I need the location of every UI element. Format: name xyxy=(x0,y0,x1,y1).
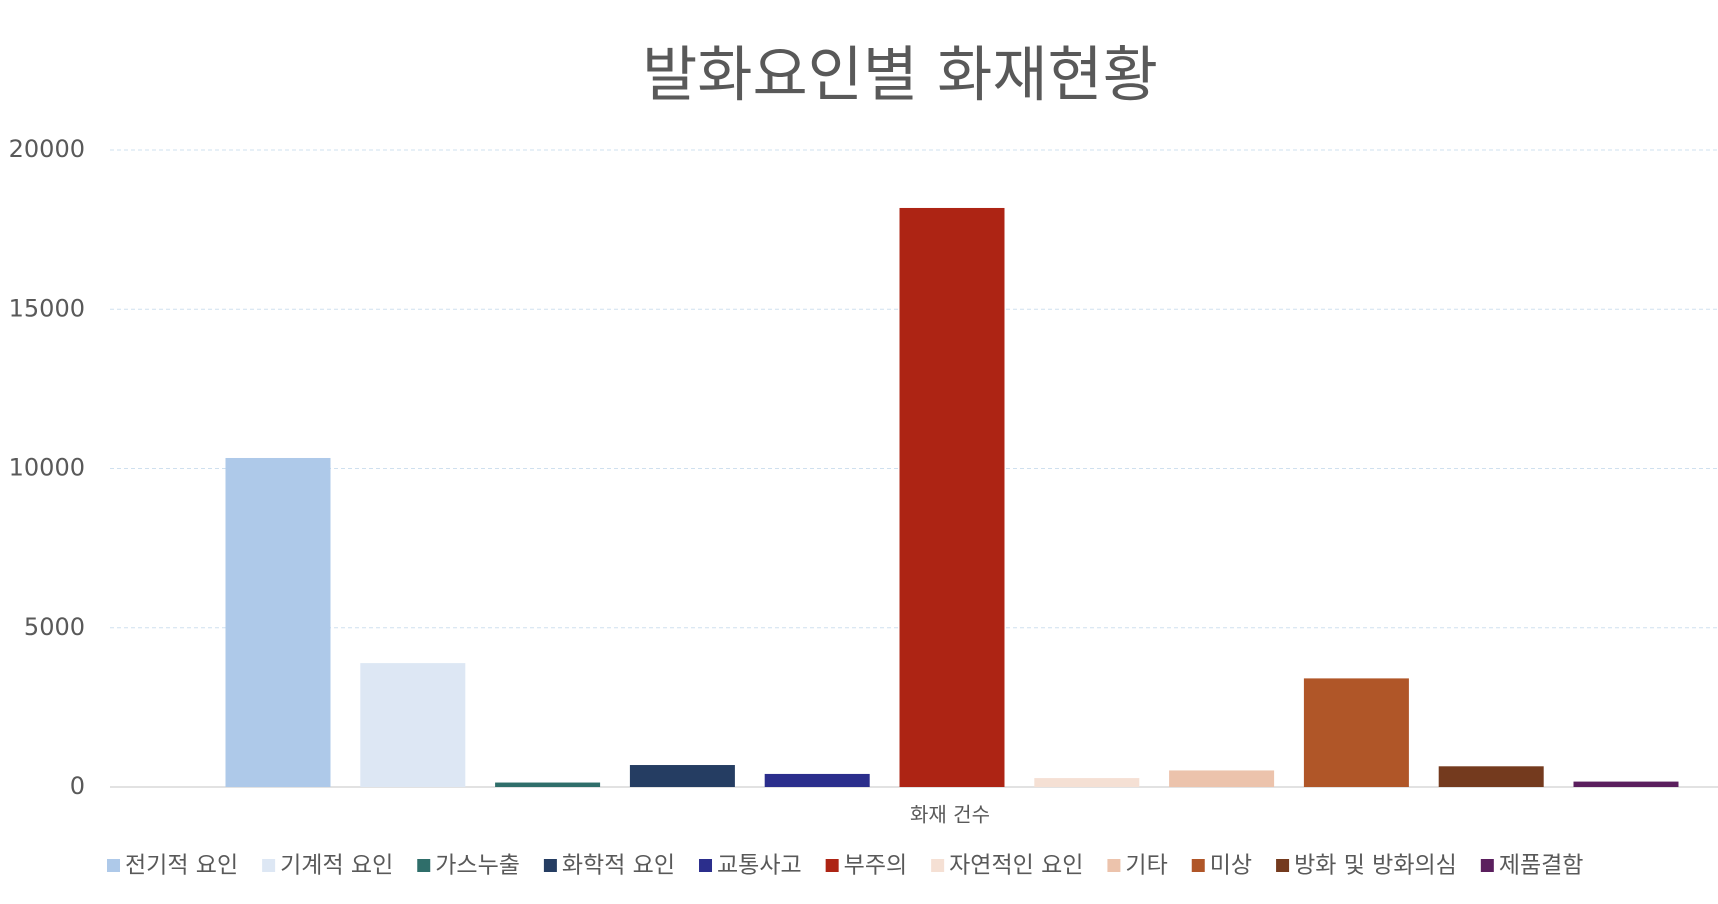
legend-label: 부주의 xyxy=(844,853,907,879)
legend-label: 전기적 요인 xyxy=(125,853,238,879)
bar xyxy=(1034,778,1140,787)
legend-swatch xyxy=(1107,859,1121,872)
y-tick-label: 5000 xyxy=(24,613,85,641)
chart-title: 발화요인별 화재현황 xyxy=(642,41,1158,111)
legend-label: 가스누출 xyxy=(435,853,520,879)
legend-swatch xyxy=(543,859,557,872)
y-tick-label: 10000 xyxy=(9,454,85,482)
legend-swatch xyxy=(931,859,945,872)
y-tick-label: 20000 xyxy=(9,135,85,163)
legend-label: 기계적 요인 xyxy=(280,853,393,879)
bar xyxy=(764,773,870,787)
bar xyxy=(225,457,331,787)
legend-label: 교통사고 xyxy=(717,853,802,879)
legend-swatch xyxy=(825,859,839,872)
bar xyxy=(1438,766,1544,787)
bar xyxy=(495,782,601,787)
legend-swatch xyxy=(699,859,713,872)
bar xyxy=(1573,781,1679,787)
legend-swatch xyxy=(1276,859,1290,872)
x-tick-label: 화재 건수 xyxy=(910,803,990,827)
legend-label: 자연적인 요인 xyxy=(949,853,1083,879)
legend-label: 미상 xyxy=(1210,853,1252,879)
bar xyxy=(629,765,735,787)
legend-label: 제품결함 xyxy=(1499,853,1584,879)
legend-swatch xyxy=(1480,859,1494,872)
legend-swatch xyxy=(417,859,431,872)
legend-swatch xyxy=(107,859,120,872)
y-tick-label: 0 xyxy=(70,772,85,800)
legend-swatch xyxy=(1191,859,1205,872)
legend-label: 방화 및 방화의심 xyxy=(1294,853,1457,879)
legend-label: 기타 xyxy=(1125,853,1167,879)
bar xyxy=(360,663,466,787)
bar xyxy=(1303,678,1409,787)
legend-swatch xyxy=(262,859,276,872)
y-tick-label: 15000 xyxy=(9,294,85,322)
legend-label: 화학적 요인 xyxy=(562,853,675,879)
bar xyxy=(1169,770,1275,787)
bar xyxy=(899,207,1005,788)
